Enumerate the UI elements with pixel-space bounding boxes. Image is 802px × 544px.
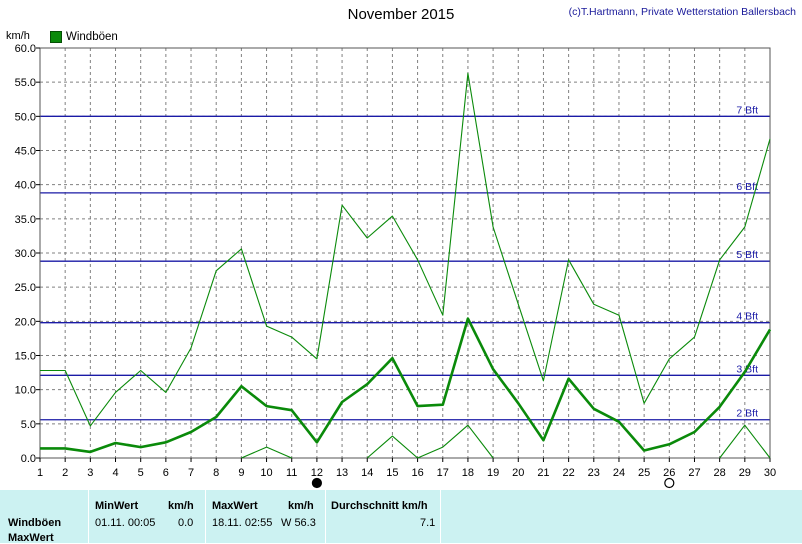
max-datetime: 18.11. 02:55 (212, 517, 273, 529)
x-tick-label: 26 (663, 467, 675, 479)
x-tick-label: 20 (512, 467, 524, 479)
x-tick-label: 17 (437, 467, 449, 479)
x-tick-label: 22 (562, 467, 574, 479)
y-tick-label: 35.0 (15, 214, 36, 226)
x-tick-label: 9 (238, 467, 244, 479)
y-tick-label: 0.0 (21, 453, 36, 465)
y-axis-unit: km/h (6, 30, 30, 42)
y-tick-label: 60.0 (15, 43, 36, 55)
x-tick-label: 12 (311, 467, 323, 479)
min-datetime: 01.11. 00:05 (95, 517, 156, 529)
max-unit-header: km/h (288, 500, 314, 512)
x-tick-label: 13 (336, 467, 348, 479)
x-tick-label: 8 (213, 467, 219, 479)
legend-label: Windböen (66, 31, 118, 43)
x-tick-label: 23 (588, 467, 600, 479)
x-tick-label: 10 (260, 467, 272, 479)
y-tick-label: 10.0 (15, 385, 36, 397)
y-tick-label: 55.0 (15, 77, 36, 89)
avg-header: Durchschnitt km/h (331, 500, 428, 512)
x-tick-label: 2 (62, 467, 68, 479)
beaufort-label: 7 Bft (736, 104, 758, 116)
x-tick-label: 6 (163, 467, 169, 479)
series-average-gusts (40, 317, 772, 454)
series-max-gusts (40, 72, 771, 427)
min-unit-header: km/h (168, 500, 194, 512)
x-tick-label: 15 (386, 467, 398, 479)
x-tick-label: 7 (188, 467, 194, 479)
x-tick-label: 18 (462, 467, 474, 479)
legend: Windböen (50, 31, 118, 43)
x-tick-label: 5 (138, 467, 144, 479)
y-tick-label: 50.0 (15, 111, 36, 123)
x-tick-label: 1 (37, 467, 43, 479)
legend-swatch (50, 31, 62, 43)
y-tick-label: 45.0 (15, 146, 36, 158)
y-tick-label: 25.0 (15, 282, 36, 294)
max-value: W 56.3 (281, 517, 316, 529)
x-tick-label: 14 (361, 467, 373, 479)
row-label-gusts: Windböen (8, 517, 62, 529)
min-value: 0.0 (178, 517, 194, 529)
stats-panel: MinWert km/h MaxWert km/h Durchschnitt k… (0, 490, 802, 544)
x-tick-label: 24 (613, 467, 625, 479)
x-tick-label: 11 (286, 467, 297, 479)
beaufort-label: 2 Bft (736, 408, 758, 420)
y-tick-label: 20.0 (15, 316, 36, 328)
beaufort-label: 5 Bft (736, 249, 758, 261)
chart-title: November 2015 (347, 6, 455, 23)
x-tick-label: 28 (714, 467, 726, 479)
beaufort-label: 6 Bft (736, 181, 758, 193)
series-min-gusts (366, 424, 494, 459)
y-tick-label: 40.0 (15, 180, 36, 192)
beaufort-label: 4 Bft (736, 311, 758, 323)
full-moon-icon (664, 477, 675, 489)
row-label-max: MaxWert (8, 532, 54, 544)
x-tick-label: 27 (688, 467, 700, 479)
x-tick-label: 19 (487, 467, 499, 479)
min-header: MinWert (95, 500, 139, 512)
x-tick-label: 3 (87, 467, 93, 479)
credit-text: (c)T.Hartmann, Private Wetterstation Bal… (568, 6, 796, 18)
x-tick-label: 29 (739, 467, 751, 479)
y-tick-label: 5.0 (21, 419, 36, 431)
y-tick-label: 15.0 (15, 351, 36, 363)
new-moon-icon (311, 477, 322, 489)
x-tick-label: 16 (411, 467, 423, 479)
x-tick-label: 4 (112, 467, 118, 479)
series-min-gusts (241, 446, 292, 459)
x-tick-label: 25 (638, 467, 650, 479)
x-tick-label: 21 (537, 467, 549, 479)
max-header: MaxWert (212, 500, 258, 512)
series-min-gusts (719, 424, 771, 459)
x-tick-label: 30 (764, 467, 776, 479)
avg-value: 7.1 (420, 517, 436, 529)
y-tick-label: 30.0 (15, 248, 36, 260)
